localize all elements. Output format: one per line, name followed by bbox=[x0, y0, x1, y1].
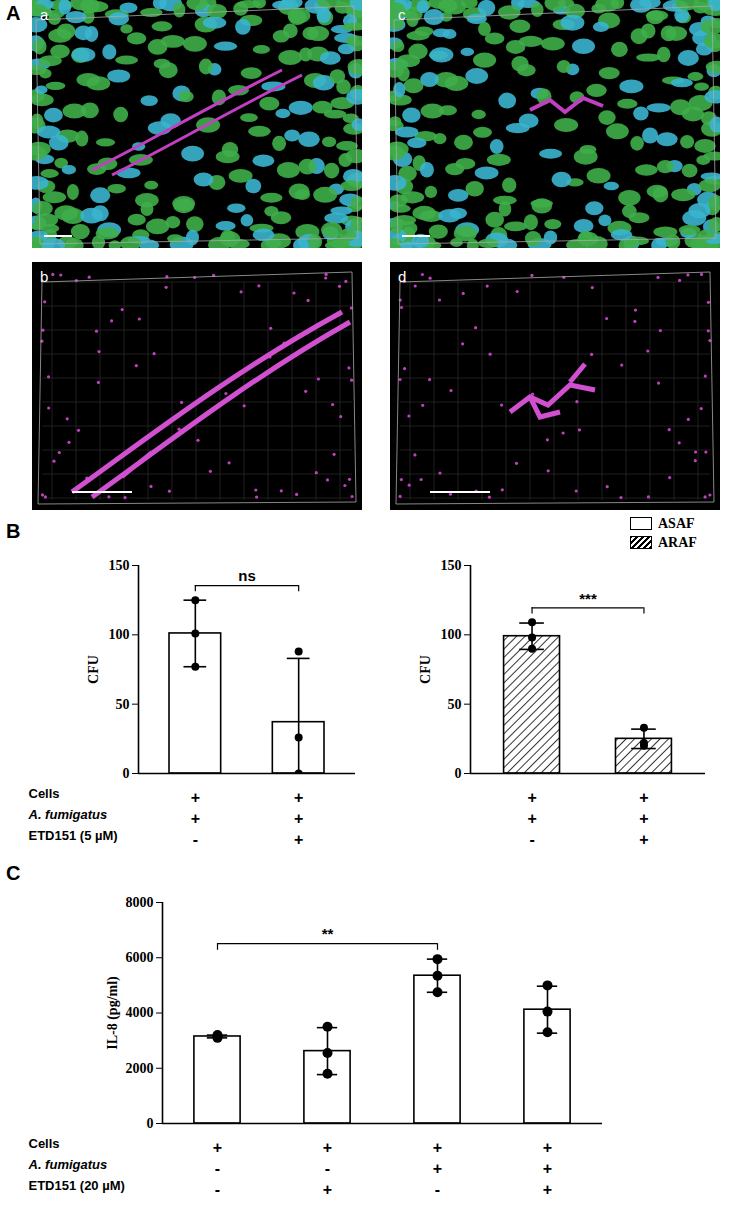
svg-text:150: 150 bbox=[109, 558, 130, 573]
svg-text:+: + bbox=[527, 810, 536, 827]
svg-text:a: a bbox=[40, 6, 49, 23]
svg-text:+: + bbox=[433, 1139, 442, 1156]
svg-text:ETD151 (5 µM): ETD151 (5 µM) bbox=[29, 828, 118, 843]
svg-text:-: - bbox=[215, 1181, 220, 1198]
svg-text:+: + bbox=[213, 1139, 222, 1156]
html-text:C: C bbox=[6, 862, 21, 884]
svg-text:+: + bbox=[639, 831, 648, 848]
svg-text:***: *** bbox=[579, 590, 597, 607]
svg-text:+: + bbox=[191, 789, 200, 806]
svg-text:+: + bbox=[543, 1181, 552, 1198]
svg-text:-: - bbox=[325, 1160, 330, 1177]
svg-text:50: 50 bbox=[448, 697, 462, 712]
svg-text:d: d bbox=[398, 268, 406, 285]
html-text:B: B bbox=[6, 520, 21, 542]
svg-text:+: + bbox=[543, 1139, 552, 1156]
svg-text:+: + bbox=[543, 1160, 552, 1177]
svg-text:-: - bbox=[215, 1160, 220, 1177]
html-text:ASAF: ASAF bbox=[658, 515, 695, 531]
svg-text:+: + bbox=[639, 789, 648, 806]
svg-text:0: 0 bbox=[147, 1116, 154, 1131]
svg-text:**: ** bbox=[322, 925, 334, 942]
svg-text:b: b bbox=[40, 268, 48, 285]
svg-text:IL-8 (pg/ml): IL-8 (pg/ml) bbox=[105, 976, 121, 1050]
svg-text:A. fumigatus: A. fumigatus bbox=[28, 1157, 108, 1172]
svg-text:Cells: Cells bbox=[29, 1136, 60, 1151]
svg-text:CFU: CFU bbox=[86, 655, 101, 684]
svg-text:+: + bbox=[527, 789, 536, 806]
svg-text:4000: 4000 bbox=[126, 1005, 154, 1020]
svg-text:CFU: CFU bbox=[418, 655, 433, 684]
svg-text:+: + bbox=[294, 810, 303, 827]
svg-text:50: 50 bbox=[116, 697, 130, 712]
svg-text:c: c bbox=[398, 6, 406, 23]
svg-text:+: + bbox=[433, 1160, 442, 1177]
svg-text:ETD151 (20 µM): ETD151 (20 µM) bbox=[29, 1178, 125, 1193]
svg-text:A. fumigatus: A. fumigatus bbox=[28, 807, 108, 822]
svg-text:2000: 2000 bbox=[126, 1061, 154, 1076]
svg-text:+: + bbox=[639, 810, 648, 827]
svg-text:Cells: Cells bbox=[29, 786, 60, 801]
svg-text:-: - bbox=[435, 1181, 440, 1198]
svg-text:8000: 8000 bbox=[126, 895, 154, 910]
svg-text:+: + bbox=[191, 810, 200, 827]
svg-text:+: + bbox=[294, 831, 303, 848]
svg-text:150: 150 bbox=[441, 558, 462, 573]
svg-text:ns: ns bbox=[238, 567, 256, 584]
svg-text:-: - bbox=[193, 831, 198, 848]
html-text:A: A bbox=[6, 2, 21, 24]
svg-text:6000: 6000 bbox=[126, 950, 154, 965]
svg-text:+: + bbox=[323, 1139, 332, 1156]
svg-text:+: + bbox=[294, 789, 303, 806]
svg-text:-: - bbox=[529, 831, 534, 848]
html-text:ARAF: ARAF bbox=[658, 534, 697, 550]
svg-text:0: 0 bbox=[123, 766, 130, 781]
svg-text:100: 100 bbox=[441, 627, 462, 642]
svg-text:0: 0 bbox=[455, 766, 462, 781]
svg-text:+: + bbox=[323, 1181, 332, 1198]
svg-text:100: 100 bbox=[109, 627, 130, 642]
